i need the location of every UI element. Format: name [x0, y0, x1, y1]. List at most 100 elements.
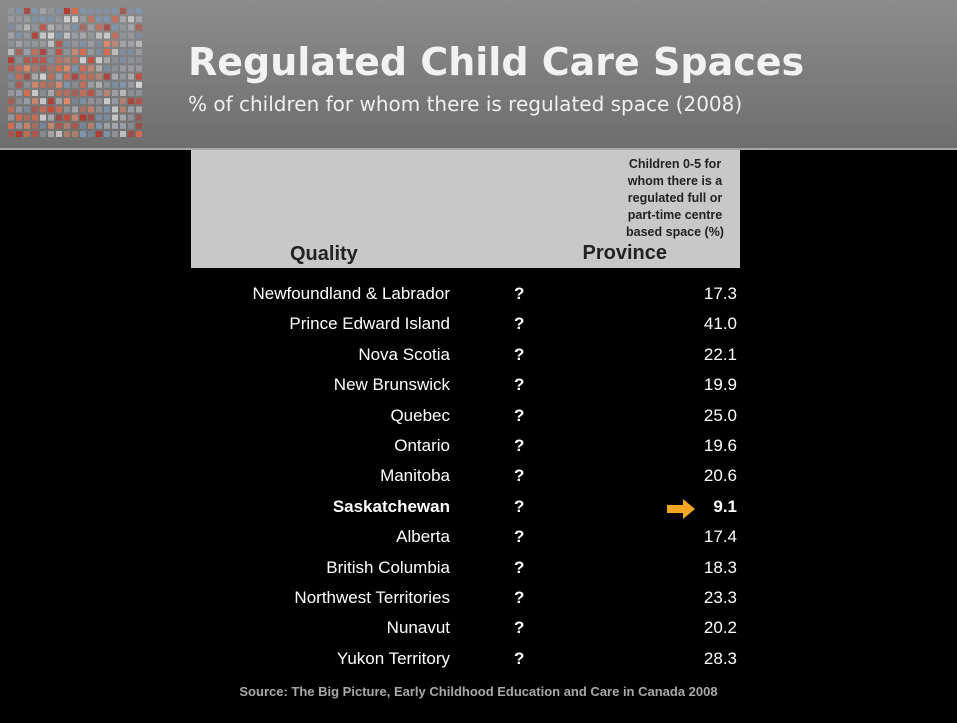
mosaic-tile	[72, 57, 78, 64]
mosaic-tile	[120, 24, 126, 31]
mosaic-tile	[32, 57, 38, 64]
mosaic-tile	[80, 8, 86, 14]
mosaic-tile	[64, 32, 70, 39]
mosaic-tile	[72, 81, 78, 88]
header-band: Regulated Child Care Spaces % of childre…	[0, 0, 957, 150]
mosaic-tile	[64, 40, 70, 47]
mosaic-tile	[8, 16, 14, 23]
mosaic-tile	[16, 73, 22, 80]
mosaic-tile	[104, 16, 110, 23]
mosaic-tile	[96, 98, 102, 105]
quality: ?	[514, 375, 525, 395]
mosaic-tile	[64, 73, 70, 80]
province: Newfoundland & Labrador	[252, 284, 450, 303]
mosaic-tile	[88, 65, 94, 72]
column-header-line: part-time centre	[627, 208, 723, 222]
mosaic-tile	[104, 49, 110, 55]
mosaic-tile	[128, 114, 134, 121]
mosaic-tile	[80, 65, 86, 72]
mosaic-tile	[56, 16, 62, 23]
mosaic-tile	[136, 8, 142, 14]
mosaic-tile	[88, 73, 94, 80]
mosaic-tile	[64, 122, 70, 129]
mosaic-tile	[104, 122, 110, 129]
mosaic-tile	[120, 57, 126, 64]
quality: ?	[514, 344, 525, 364]
mosaic-tile	[64, 8, 70, 14]
mosaic-tile	[64, 90, 70, 96]
mosaic-tile	[40, 24, 46, 31]
mosaic-tile	[72, 98, 78, 105]
mosaic-logo	[8, 8, 142, 137]
mosaic-tile	[80, 98, 86, 105]
mosaic-tile	[88, 81, 94, 88]
mosaic-tile	[104, 40, 110, 47]
mosaic-tile	[80, 122, 86, 129]
source: Source: The Big Picture, Early Childhood…	[239, 684, 718, 699]
mosaic-tile	[136, 122, 142, 129]
mosaic-tile	[40, 73, 46, 80]
mosaic-tile	[24, 122, 30, 129]
mosaic-tile	[56, 8, 62, 14]
mosaic-tile	[8, 40, 14, 47]
mosaic-tile	[40, 16, 46, 23]
mosaic-tile	[88, 24, 94, 31]
mosaic-tile	[32, 131, 38, 137]
mosaic-tile	[16, 114, 22, 121]
value: 22.1	[703, 344, 737, 364]
value: 9.1	[713, 496, 737, 516]
mosaic-tile	[56, 32, 62, 39]
mosaic-tile	[112, 81, 118, 88]
mosaic-tile	[40, 81, 46, 88]
mosaic-tile	[88, 114, 94, 121]
quality: ?	[514, 588, 525, 607]
mosaic-tile	[16, 40, 22, 47]
mosaic-tile	[24, 8, 30, 14]
mosaic-tile	[112, 73, 118, 80]
mosaic-tile	[8, 114, 14, 121]
mosaic-tile	[80, 16, 86, 23]
quality: ?	[514, 618, 525, 638]
mosaic-tile	[24, 114, 30, 121]
mosaic-tile	[56, 65, 62, 72]
mosaic-tile	[128, 24, 134, 31]
province: Alberta	[396, 527, 450, 547]
mosaic-tile	[64, 24, 70, 31]
mosaic-tile	[112, 114, 118, 121]
mosaic-tile	[80, 57, 86, 64]
column-header-line: whom there is a	[627, 174, 723, 188]
mosaic-tile	[64, 16, 70, 23]
mosaic-tile	[112, 57, 118, 64]
quality: ?	[514, 648, 525, 668]
mosaic-tile	[8, 90, 14, 96]
mosaic-tile	[88, 49, 94, 55]
mosaic-tile	[120, 106, 126, 113]
quality: ?	[514, 466, 525, 486]
mosaic-tile	[136, 57, 142, 64]
mosaic-tile	[24, 40, 30, 47]
mosaic-tile	[128, 8, 134, 14]
mosaic-tile	[136, 114, 142, 121]
value: 25.0	[703, 405, 737, 425]
mosaic-tile	[8, 57, 14, 64]
mosaic-tile	[8, 32, 14, 39]
mosaic-tile	[40, 122, 46, 129]
mosaic-tile	[40, 57, 46, 64]
mosaic-tile	[96, 32, 102, 39]
mosaic-tile	[8, 98, 14, 105]
mosaic-tile	[120, 122, 126, 129]
mosaic-tile	[48, 81, 54, 88]
quality: ?	[514, 496, 525, 516]
mosaic-tile	[40, 114, 46, 121]
mosaic-tile	[32, 106, 38, 113]
mosaic-tile	[64, 131, 70, 137]
mosaic-tile	[104, 73, 110, 80]
mosaic-tile	[32, 98, 38, 105]
value: 41.0	[703, 314, 737, 334]
mosaic-tile	[136, 16, 142, 23]
mosaic-tile	[120, 90, 126, 96]
mosaic-tile	[88, 98, 94, 105]
mosaic-tile	[88, 16, 94, 23]
mosaic-tile	[136, 81, 142, 88]
